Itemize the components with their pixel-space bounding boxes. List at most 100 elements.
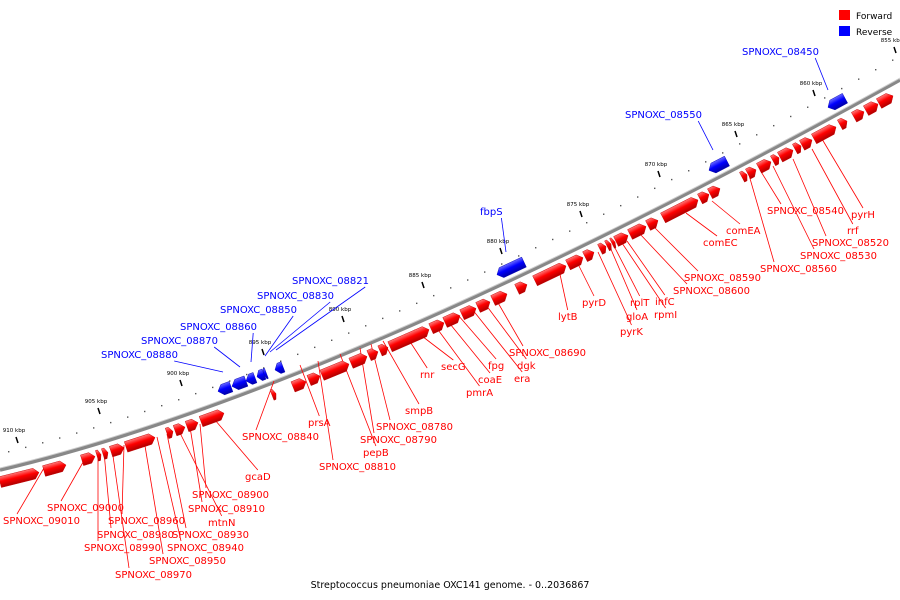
minor-tick	[569, 230, 571, 232]
forward-gene	[609, 237, 617, 249]
genome-backbone	[0, 78, 900, 472]
connector-era	[471, 308, 523, 373]
forward-gene	[442, 312, 461, 328]
gene-label-spnoxc-08960: SPNOXC_08960	[108, 516, 185, 527]
minor-tick	[280, 360, 282, 362]
forward-gene	[514, 281, 528, 295]
gene-label-coae: coaE	[478, 375, 502, 386]
minor-tick	[484, 271, 486, 273]
forward-gene-arrow	[0, 468, 40, 488]
gene-label-spnoxc-08790: SPNOXC_08790	[360, 435, 437, 446]
connector-spnoxc-08450	[814, 57, 829, 91]
forward-gene	[475, 298, 491, 313]
gene-label-spnoxc-08840: SPNOXC_08840	[242, 432, 319, 443]
minor-tick	[467, 279, 469, 281]
reverse-gene-arrow	[256, 368, 267, 381]
gene-label-spnoxc-08821: SPNOXC_08821	[292, 276, 369, 287]
tick-mark-895	[261, 348, 265, 356]
gene-label-rpmi: rpmI	[654, 310, 677, 321]
forward-gene	[124, 433, 156, 453]
gene-label-spnoxc-08900: SPNOXC_08900	[192, 490, 269, 501]
connector-rplt	[613, 245, 641, 297]
forward-gene	[863, 101, 879, 116]
forward-gene-arrow	[799, 137, 813, 151]
forward-gene	[777, 147, 794, 163]
connector-spnoxc-08880	[174, 360, 224, 373]
forward-gene	[319, 360, 350, 381]
gene-label-gcad: gcaD	[245, 472, 271, 483]
connector-spnoxc-08530	[772, 165, 815, 250]
minor-tick	[790, 115, 792, 118]
gene-label-mtnn: mtnN	[208, 518, 235, 529]
forward-gene-arrow	[475, 298, 491, 313]
minor-tick	[450, 287, 452, 289]
tick-label-865: 865 kbp	[722, 122, 745, 128]
connector-gloa	[609, 246, 638, 311]
forward-gene-arrow	[459, 305, 477, 321]
forward-gene-arrow	[164, 426, 174, 439]
gene-label-spnoxc-08970: SPNOXC_08970	[115, 570, 192, 581]
forward-gene	[697, 191, 710, 205]
forward-gene-arrow	[124, 433, 156, 453]
minor-tick	[603, 213, 605, 215]
gene-label-spnoxc-09010: SPNOXC_09010	[3, 516, 80, 527]
forward-gene	[604, 239, 612, 252]
label-layer: SPNOXC_08450 SPNOXC_08550 fbpS SPNOXC_08821…	[3, 47, 889, 581]
reverse-gene	[245, 372, 258, 385]
tick-label-890: 890 kbp	[329, 307, 352, 313]
minor-tick	[824, 97, 826, 99]
minor-tick	[620, 204, 622, 207]
tick-label-905: 905 kbp	[85, 399, 108, 405]
forward-gene-arrow	[876, 93, 894, 109]
forward-gene-arrow	[366, 348, 379, 361]
forward-gene	[739, 170, 748, 183]
gene-label-pepb: pepB	[363, 448, 389, 459]
tick-label-880: 880 kbp	[487, 239, 510, 245]
forward-gene	[597, 242, 607, 255]
forward-gene-arrow	[756, 159, 772, 174]
gene-label-spnoxc-08590: SPNOXC_08590	[684, 273, 761, 284]
gene-label-dgk: dgk	[517, 361, 536, 372]
forward-gene-arrow	[745, 166, 757, 180]
forward-gene	[756, 159, 772, 174]
minor-tick	[875, 69, 877, 71]
forward-gene-arrow	[172, 423, 186, 437]
forward-gene-arrow	[811, 124, 837, 145]
minor-tick	[841, 87, 843, 90]
forward-gene	[198, 409, 225, 427]
tick-mark-855	[893, 46, 897, 54]
reverse-gene-arrow	[496, 256, 527, 278]
legend-label-forward: Forward	[856, 12, 892, 22]
forward-gene-arrow	[792, 142, 802, 155]
minor-tick	[178, 399, 180, 401]
minor-tick	[671, 178, 673, 181]
forward-gene-arrow	[101, 447, 109, 460]
gene-label-pyrh: pyrH	[851, 210, 875, 221]
minor-tick	[433, 294, 435, 297]
connector-spnoxc-08950	[143, 439, 164, 555]
gene-label-spnoxc-08990: SPNOXC_08990	[84, 543, 161, 554]
minor-tick	[144, 410, 146, 413]
connector-spnoxc-08520	[792, 158, 827, 237]
gene-layer	[0, 93, 894, 488]
tick-label-885: 885 kbp	[409, 273, 432, 279]
gene-label-spnoxc-08520: SPNOXC_08520	[812, 238, 889, 249]
minor-tick	[535, 247, 537, 249]
connector-comea	[711, 200, 741, 225]
gene-label-pyrk: pyrK	[620, 327, 643, 338]
gene-label-spnoxc-08850: SPNOXC_08850	[220, 305, 297, 316]
connector-spnoxc-08810	[317, 360, 334, 461]
forward-gene	[80, 452, 96, 466]
minor-tick	[773, 124, 775, 127]
forward-gene-arrow	[837, 117, 848, 131]
gene-label-spnoxc-09000: SPNOXC_09000	[47, 503, 124, 514]
gene-label-spnoxc-08940: SPNOXC_08940	[167, 543, 244, 554]
forward-gene	[101, 447, 109, 460]
connector-spnoxc-08900	[199, 423, 207, 489]
gene-label-rnr: rnr	[420, 370, 435, 381]
reverse-gene	[256, 368, 267, 381]
connector-prsa	[299, 364, 320, 417]
gene-label-rrf: rrf	[847, 226, 859, 237]
forward-gene	[306, 372, 321, 386]
